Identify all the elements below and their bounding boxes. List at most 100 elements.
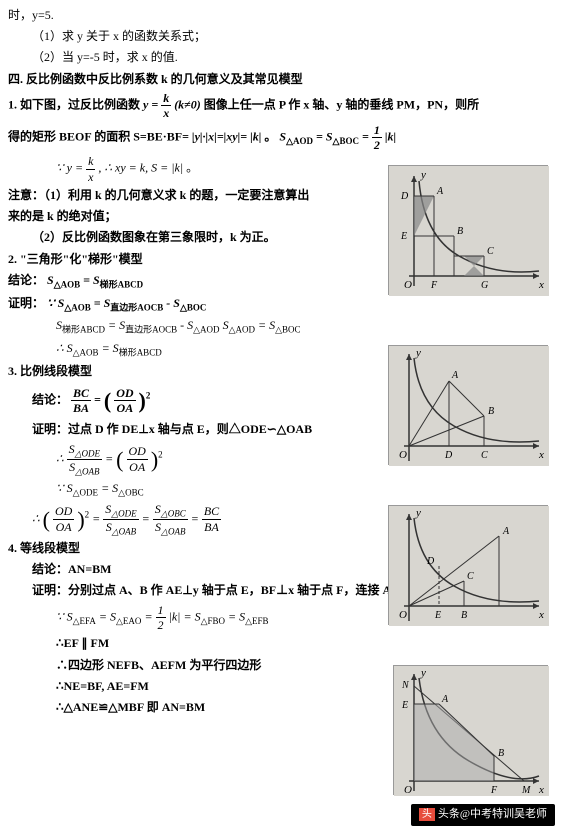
sub: △EAO xyxy=(116,616,141,626)
k: |k| xyxy=(385,129,396,143)
sub: △AOD xyxy=(193,325,219,335)
sub: 直边形AOCB xyxy=(110,302,163,312)
header-l3: （2）当 y=-5 时，求 x 的值. xyxy=(8,48,555,67)
sub: △ODE xyxy=(73,487,98,497)
eq: = S xyxy=(99,609,116,623)
frac: S△ODES△OAB xyxy=(103,502,138,537)
rp: ) xyxy=(77,507,84,532)
sub: 直边形AOCB xyxy=(125,325,177,335)
m4-d2: ∴EF ∥ FM xyxy=(8,634,555,653)
svg-text:M: M xyxy=(521,785,531,796)
sub: △FBO xyxy=(201,616,225,626)
svg-text:O: O xyxy=(404,279,412,291)
eq: = S xyxy=(94,296,111,310)
svg-text:C: C xyxy=(487,246,494,257)
fn: y = xyxy=(143,97,161,111)
eq: = xyxy=(92,511,103,525)
frac-kx: kx xyxy=(161,91,171,121)
svg-text:O: O xyxy=(404,784,412,796)
frac: ODOA xyxy=(114,386,135,416)
sub: △EFB xyxy=(245,616,268,626)
frac: S△OBCS△OAB xyxy=(153,502,188,537)
diagram-1: yx O DA EB C FG xyxy=(388,165,548,295)
sub: △AOD xyxy=(286,136,313,146)
eq: = S xyxy=(83,273,100,287)
sq: 2 xyxy=(146,391,151,401)
frac: ODOA xyxy=(53,504,74,534)
eq: = S xyxy=(316,129,333,143)
svg-text:x: x xyxy=(538,449,544,461)
m2-proof: 证明： ∵ S△AOB = S直边形AOCB - S△BOC xyxy=(8,294,555,315)
f: |y|·|x|=|xy|= |k| xyxy=(192,129,261,143)
svg-text:C: C xyxy=(467,571,474,582)
sub: △AOD xyxy=(229,325,255,335)
sq: 2 xyxy=(158,449,163,459)
svg-text:y: y xyxy=(415,507,421,519)
lp: ( xyxy=(104,388,111,413)
svg-text:y: y xyxy=(415,347,421,359)
eq: = xyxy=(142,511,153,525)
watermark-text: 头条@中考特训吴老师 xyxy=(438,808,547,820)
t: ∴ xyxy=(32,511,43,525)
watermark-logo: 头 xyxy=(419,808,435,821)
lp: ( xyxy=(116,447,123,472)
frac: BCBA xyxy=(71,386,91,416)
l: 结论： xyxy=(32,393,68,407)
sub: 梯形ABCD xyxy=(119,348,162,358)
eq: = xyxy=(105,451,116,465)
diagram-2: yx O AB DC xyxy=(388,345,548,465)
sec4-item1: 1. 如下图，过反比例函数 y = kx (k≠0) 图像上任一点 P 作 x … xyxy=(8,91,555,121)
sub: △BOC xyxy=(180,302,206,312)
s: ∵ S xyxy=(47,296,64,310)
t: , ∴ xy = k, S = |k| xyxy=(98,161,183,175)
t: 1. 如下图，过反比例函数 xyxy=(8,97,143,111)
m3-d2: ∵ S△ODE = S△OBC xyxy=(8,479,555,500)
sub: △AOB xyxy=(73,348,99,358)
frac: kx xyxy=(86,154,95,184)
frac: ODOA xyxy=(127,444,148,474)
svg-text:B: B xyxy=(488,406,494,417)
frac: BCBA xyxy=(202,504,221,534)
t: 图像上任一点 P 作 x 轴、y 轴的垂线 PM，PN，则所 xyxy=(204,97,479,111)
l: 证明： xyxy=(8,296,44,310)
svg-text:A: A xyxy=(502,526,510,537)
header-l1: 时，y=5. xyxy=(8,6,555,25)
sub: △BOC xyxy=(275,325,300,335)
sub: △OBC xyxy=(118,487,143,497)
header-l2: （1）求 y 关于 x 的函数关系式； xyxy=(8,27,555,46)
sq: 2 xyxy=(85,509,90,519)
sub: 梯形ABCD xyxy=(62,325,105,335)
k: |k| = S xyxy=(169,609,201,623)
eq: = S xyxy=(228,609,245,623)
svg-text:y: y xyxy=(420,169,426,181)
svg-text:O: O xyxy=(399,609,407,621)
l: 结论： xyxy=(8,273,44,287)
svg-text:A: A xyxy=(436,186,444,197)
frac: 12 xyxy=(156,603,166,633)
svg-text:B: B xyxy=(461,610,467,621)
svg-text:D: D xyxy=(444,450,453,461)
svg-text:x: x xyxy=(538,784,544,796)
sub: △EFA xyxy=(73,616,96,626)
eq: = xyxy=(362,129,372,143)
svg-text:x: x xyxy=(538,279,544,291)
eq: = S xyxy=(102,341,119,355)
sub: △BOC xyxy=(333,136,359,146)
sub: 梯形ABCD xyxy=(100,279,144,289)
frac-half: 12 xyxy=(372,123,382,153)
t: 得的矩形 BEOF 的面积 S=BE·BF= xyxy=(8,129,189,143)
svg-text:F: F xyxy=(430,280,438,291)
svg-text:A: A xyxy=(451,370,459,381)
t: ∵ y = xyxy=(56,161,86,175)
cond: (k≠0) xyxy=(174,97,201,111)
m: - S xyxy=(166,296,180,310)
lp: ( xyxy=(43,507,50,532)
svg-text:G: G xyxy=(481,280,488,291)
sub: △AOB xyxy=(54,279,80,289)
svg-text:B: B xyxy=(457,226,463,237)
t: 。 xyxy=(186,161,198,175)
svg-text:O: O xyxy=(399,449,407,461)
eq: = S xyxy=(108,318,125,332)
sec4-title: 四. 反比例函数中反比例系数 k 的几何意义及其常见模型 xyxy=(8,70,555,89)
svg-text:E: E xyxy=(400,231,407,242)
